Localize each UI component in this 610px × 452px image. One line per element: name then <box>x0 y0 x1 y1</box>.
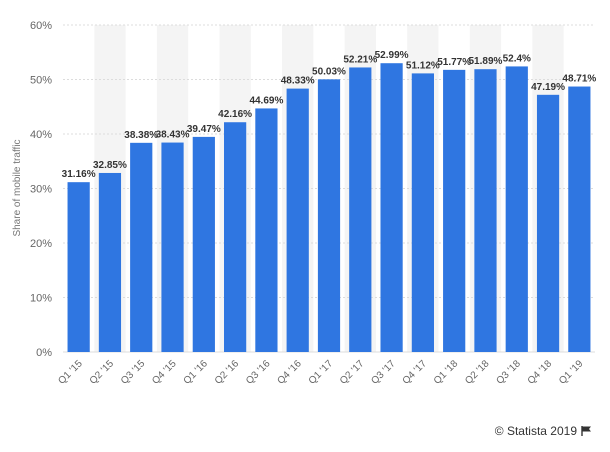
bars <box>67 63 591 353</box>
credit-text: © Statista 2019 <box>494 424 577 438</box>
data-label: 38.43% <box>156 130 190 141</box>
x-tick-label: Q4 '15 <box>150 358 179 387</box>
bar <box>161 142 184 352</box>
x-tick-label: Q1 '19 <box>557 358 586 387</box>
y-tick-label: 50% <box>30 75 52 87</box>
y-tick-label: 20% <box>30 238 52 250</box>
data-label: 50.03% <box>312 66 346 77</box>
x-tick-label: Q3 '16 <box>244 358 273 387</box>
data-label: 51.12% <box>406 60 440 71</box>
bar <box>443 69 466 352</box>
statista-credit[interactable]: © Statista 2019 <box>495 424 592 438</box>
bar <box>411 73 434 353</box>
bar <box>349 67 372 352</box>
data-label: 52.21% <box>343 54 377 65</box>
x-axis-ticks: Q1 '15 Q2 '15 Q3 '15 Q4 '15 Q1 '16 Q2 '16 Q3 '… <box>56 358 585 387</box>
bar <box>536 94 560 352</box>
y-tick-label: 30% <box>30 184 52 196</box>
data-label: 44.69% <box>249 95 283 106</box>
bar <box>255 108 278 352</box>
x-tick-label: Q1 '18 <box>432 358 461 387</box>
y-tick-label: 10% <box>30 293 52 305</box>
data-label: 48.33% <box>281 76 315 87</box>
bar <box>224 122 247 352</box>
data-labels: 31.16%32.85% 38.38%38.43%39.47% 42.16% 44.6… <box>62 50 597 180</box>
data-label: 32.85% <box>93 160 127 171</box>
y-tick-label: 40% <box>30 129 52 141</box>
data-label: 52.99% <box>375 50 409 61</box>
bar <box>568 86 591 352</box>
x-tick-label: Q4 '17 <box>401 358 430 387</box>
bar <box>286 88 309 352</box>
x-tick-label: Q1 '16 <box>182 358 211 387</box>
data-label: 47.19% <box>531 82 565 93</box>
flag-icon <box>581 426 591 436</box>
x-tick-label: Q2 '15 <box>88 358 117 387</box>
x-tick-label: Q2 '18 <box>463 358 492 387</box>
bar <box>130 142 153 352</box>
y-axis-ticks: 0% 10% 20% 30% 40% 50% 60% <box>30 20 52 359</box>
y-tick-label: 60% <box>30 20 52 32</box>
x-tick-label: Q1 '15 <box>56 358 85 387</box>
bar <box>380 63 403 352</box>
x-tick-label: Q3 '15 <box>119 358 148 387</box>
data-label: 48.71% <box>562 74 596 85</box>
x-tick-label: Q3 '17 <box>369 358 398 387</box>
bar <box>192 136 215 352</box>
data-label: 39.47% <box>187 124 221 135</box>
data-label: 51.77% <box>437 57 471 68</box>
data-label: 31.16% <box>62 169 96 180</box>
bar <box>67 182 90 352</box>
x-tick-label: Q1 '17 <box>307 358 336 387</box>
y-tick-label: 0% <box>36 347 52 359</box>
bar <box>98 172 122 352</box>
bar <box>317 79 341 353</box>
bar <box>474 69 497 353</box>
x-tick-label: Q3 '18 <box>494 358 523 387</box>
data-label: 51.89% <box>469 56 503 67</box>
x-tick-label: Q2 '16 <box>213 358 242 387</box>
x-tick-label: Q2 '17 <box>338 358 367 387</box>
bar <box>505 66 528 353</box>
data-label: 52.4% <box>503 53 531 64</box>
data-label: 38.38% <box>124 130 158 141</box>
x-tick-label: Q4 '16 <box>275 358 304 387</box>
y-axis-label: Share of mobile traffic <box>12 139 23 236</box>
data-label: 42.16% <box>218 109 252 120</box>
x-tick-label: Q4 '18 <box>526 358 555 387</box>
